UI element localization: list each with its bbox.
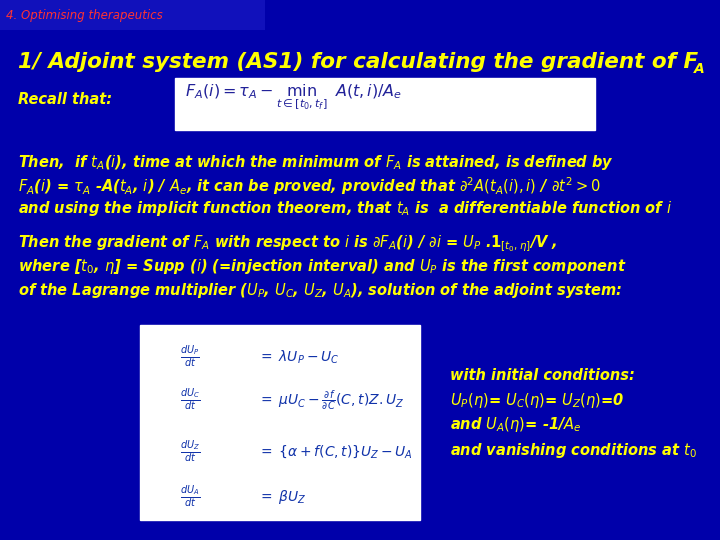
Text: 4. Optimising therapeutics: 4. Optimising therapeutics xyxy=(6,9,163,22)
Text: and vanishing conditions at $t_0$: and vanishing conditions at $t_0$ xyxy=(450,441,697,460)
Text: $= \;\beta U_Z$: $= \;\beta U_Z$ xyxy=(258,488,307,506)
Text: A: A xyxy=(694,62,705,76)
Text: $F_A(i) = \tau_A - \underset{t \in [t_0,t_f]}{\min}\;\; A(t, i)/A_e$: $F_A(i) = \tau_A - \underset{t \in [t_0,… xyxy=(185,83,402,112)
Text: Then the gradient of $F_A$ with respect to $i$ is $\partial F_A$($i$) / $\partia: Then the gradient of $F_A$ with respect … xyxy=(18,234,557,254)
Bar xyxy=(0,0,265,30)
Bar xyxy=(140,325,420,520)
Text: Recall that:: Recall that: xyxy=(18,92,112,107)
Text: $\frac{dU_C}{dt}$: $\frac{dU_C}{dt}$ xyxy=(180,387,200,413)
Bar xyxy=(175,78,595,130)
Text: $= \;\mu U_C - \frac{\partial f}{\partial C}(C,t)Z.U_Z$: $= \;\mu U_C - \frac{\partial f}{\partia… xyxy=(258,388,404,412)
Text: where [$t_0$, $\eta$] = Supp ($i$) (=injection interval) and $U_P$ is the first : where [$t_0$, $\eta$] = Supp ($i$) (=inj… xyxy=(18,258,626,276)
Text: 1/ Adjoint system (AS1) for calculating the gradient of F: 1/ Adjoint system (AS1) for calculating … xyxy=(18,52,698,72)
Text: and using the implicit function theorem, that $t_A$ is  a differentiable functio: and using the implicit function theorem,… xyxy=(18,199,672,219)
Text: $\frac{dU_P}{dt}$: $\frac{dU_P}{dt}$ xyxy=(180,344,200,370)
Text: Then,  if $t_A$($i$), time at which the minimum of $F_A$ is attained, is defined: Then, if $t_A$($i$), time at which the m… xyxy=(18,153,614,172)
Text: of the Lagrange multiplier ($U_P$, $U_C$, $U_Z$, $U_A$), solution of the adjoint: of the Lagrange multiplier ($U_P$, $U_C$… xyxy=(18,280,622,300)
Text: $U_P(\eta)$= $U_C(\eta)$= $U_Z(\eta)$=0: $U_P(\eta)$= $U_C(\eta)$= $U_Z(\eta)$=0 xyxy=(450,390,624,409)
Text: with initial conditions:: with initial conditions: xyxy=(450,368,635,382)
Text: $= \;\lambda U_P - U_C$: $= \;\lambda U_P - U_C$ xyxy=(258,348,339,366)
Text: $= \;\{\alpha + f(C,t)\}U_Z - U_A$: $= \;\{\alpha + f(C,t)\}U_Z - U_A$ xyxy=(258,443,413,461)
Text: $\frac{dU_A}{dt}$: $\frac{dU_A}{dt}$ xyxy=(180,484,200,510)
Text: and $U_A(\eta)$= -1/$A_e$: and $U_A(\eta)$= -1/$A_e$ xyxy=(450,415,582,435)
Text: $F_A$($i$) = $\tau_A$ -A($t_A$, $i$) / $A_e$, it can be proved, provided that $\: $F_A$($i$) = $\tau_A$ -A($t_A$, $i$) / $… xyxy=(18,175,600,197)
Text: $\frac{dU_Z}{dt}$: $\frac{dU_Z}{dt}$ xyxy=(180,439,200,465)
